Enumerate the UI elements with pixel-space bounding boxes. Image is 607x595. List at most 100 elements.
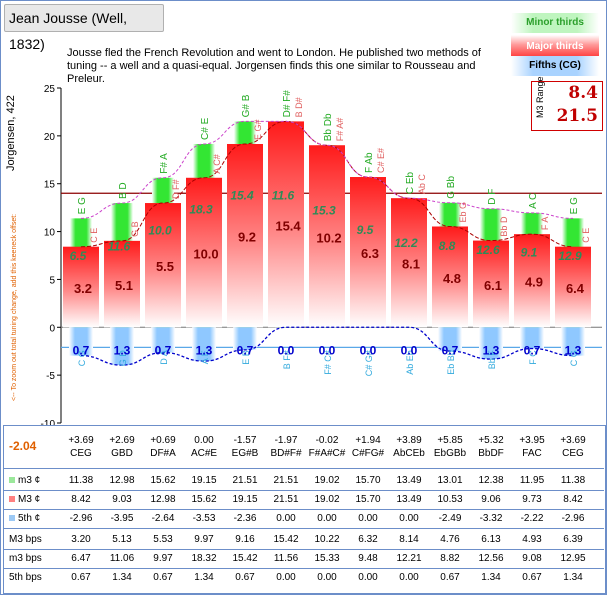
table-cell: 8.82 xyxy=(440,553,460,564)
y-tick-label: 10 xyxy=(44,228,56,239)
table-cell: -2.64 xyxy=(151,513,175,524)
legend-fifths: Fifths (CG) xyxy=(511,56,599,76)
minor-chord-label: Bb Db xyxy=(323,113,334,141)
table-cell: 0.00 xyxy=(358,513,378,524)
table-cell: 0.00 xyxy=(317,572,337,583)
minor-bps-label: 6.5 xyxy=(70,249,87,263)
table-cell: 0.67 xyxy=(522,572,542,583)
table-cell: 13.49 xyxy=(396,475,422,486)
table-row-divider xyxy=(3,509,604,510)
minor-bps-label: 12.2 xyxy=(394,236,418,250)
major-third-bar xyxy=(391,198,427,328)
table-cell: 11.38 xyxy=(560,475,586,486)
minor-chord-label: C# E xyxy=(200,117,211,140)
fifth-bar xyxy=(438,327,462,352)
major-chord-label: C# E# xyxy=(376,148,386,173)
row-swatch xyxy=(9,477,15,484)
description-text: Jousse fled the French Revolution and we… xyxy=(67,47,481,85)
major-third-bar xyxy=(186,177,222,328)
table-divider xyxy=(3,468,604,469)
major-bps-label: 6.3 xyxy=(361,246,379,261)
major-third-bar xyxy=(145,203,181,328)
table-cell: 9.03 xyxy=(112,494,132,505)
minor-chord-label: C Eb xyxy=(405,171,416,194)
fifth-bar xyxy=(561,327,585,356)
major-bps-label: 10.0 xyxy=(193,247,218,262)
minor-bps-label: 9.5 xyxy=(357,223,374,237)
chord-cell: F#A#C# xyxy=(308,448,346,459)
major-bps-label: 6.4 xyxy=(566,281,585,296)
fifth-bar xyxy=(233,327,257,350)
table-cell: 4.76 xyxy=(440,534,460,545)
y-tick-label: -10 xyxy=(41,419,56,426)
row-swatch xyxy=(9,515,15,522)
fifth-bar xyxy=(110,327,134,366)
major-chord-label: D F# xyxy=(171,180,181,200)
fifth-bar xyxy=(520,327,544,349)
fifth-chord-label: F# C# xyxy=(323,350,333,375)
major-chord-label: A C# xyxy=(212,154,222,174)
major-third-bar xyxy=(309,145,345,328)
row-label-text: m3 bps xyxy=(9,553,42,564)
minor-chord-label: E G xyxy=(77,197,88,214)
offset-cell: +0.69 xyxy=(150,435,176,446)
minor-chord-label: D# F# xyxy=(282,90,293,118)
major-chord-label: G B xyxy=(130,221,140,237)
minor-chord-label: F Ab xyxy=(364,152,375,173)
table-row-label: 5th bps xyxy=(9,572,42,583)
table-cell: 1.34 xyxy=(563,572,583,583)
fifth-bar xyxy=(479,327,503,360)
chord-cell: C#FG# xyxy=(351,448,385,459)
table-cell: 12.98 xyxy=(109,475,135,486)
fifth-bps-label: 0.7 xyxy=(442,343,459,357)
minor-chord-label: B D xyxy=(118,182,129,199)
fifth-bps-label: 0.0 xyxy=(278,343,295,357)
minor-bps-label: 10.0 xyxy=(148,224,172,238)
fifth-chord-label: Eb Bb xyxy=(446,350,456,375)
major-chord-label: C E xyxy=(581,228,591,243)
table-cell: 6.13 xyxy=(481,534,501,545)
table-cell: 0.67 xyxy=(71,572,91,583)
table-cell: 13.49 xyxy=(396,494,422,505)
table-cell: 0.00 xyxy=(317,513,337,524)
table-cell: 10.22 xyxy=(314,534,340,545)
table-cell: 8.42 xyxy=(71,494,91,505)
row-label-text: 5th bps xyxy=(9,572,42,583)
table-cell: 9.97 xyxy=(153,553,173,564)
minor-bps-label: 11.6 xyxy=(272,189,295,203)
table-cell: -3.95 xyxy=(110,513,134,524)
minor-chord-label: F# A xyxy=(159,153,170,174)
table-cell: 0.00 xyxy=(276,513,296,524)
table-cell: 12.38 xyxy=(478,475,504,486)
table-cell: -2.96 xyxy=(69,513,93,524)
chord-cell: BbDF xyxy=(478,448,504,459)
fifth-bps-label: 0.0 xyxy=(401,343,418,357)
y-tick-label: -5 xyxy=(46,371,55,382)
chord-cell: AC#E xyxy=(190,448,218,459)
fifth-bar xyxy=(192,327,216,362)
minor-bps-label: 12.6 xyxy=(476,243,500,257)
table-cell: 9.06 xyxy=(481,494,501,505)
minor-chord-label: E G xyxy=(569,197,580,214)
chart-title: Jean Jousse (Well, 1832) xyxy=(4,4,164,52)
fifth-bps-label: 0.7 xyxy=(524,343,541,357)
major-bps-label: 15.4 xyxy=(275,218,301,233)
table-cell: 0.67 xyxy=(153,572,173,583)
fifth-bps-label: 0.7 xyxy=(155,343,172,357)
fifth-bps-label: 1.3 xyxy=(483,343,500,357)
table-row-label: m3 ¢ xyxy=(9,475,40,486)
table-cell: 12.98 xyxy=(150,494,176,505)
table-cell: -3.32 xyxy=(479,513,503,524)
chord-cell: GBD xyxy=(111,448,133,459)
fifth-chord-label: Ab Eb xyxy=(405,350,415,375)
table-cell: 15.62 xyxy=(150,475,176,486)
minor-chord-label: A C xyxy=(528,193,539,209)
table-row-divider xyxy=(3,490,604,491)
table-cell: 13.01 xyxy=(437,475,463,486)
fifth-curve xyxy=(80,326,574,366)
table-cell: 0.67 xyxy=(440,572,460,583)
table-cell: -2.49 xyxy=(438,513,462,524)
major-third-curve xyxy=(80,120,574,248)
